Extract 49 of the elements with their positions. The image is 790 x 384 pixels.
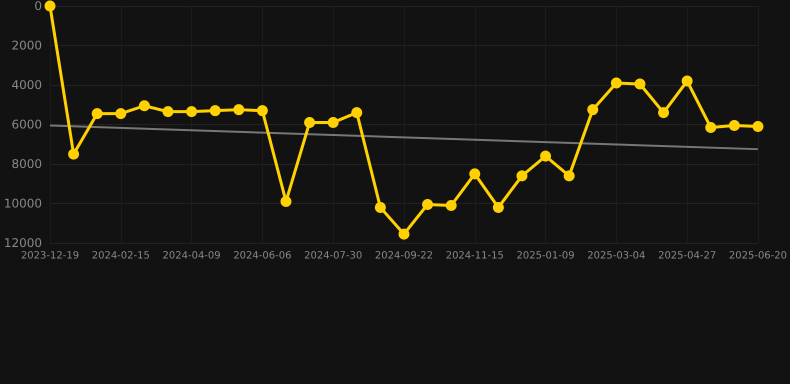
x-tick-label: 2024-11-15 bbox=[446, 250, 504, 262]
point bbox=[564, 170, 575, 182]
x-tick-label: 2024-07-30 bbox=[304, 250, 362, 262]
point bbox=[92, 108, 103, 120]
x-tick-label: 2024-06-06 bbox=[233, 250, 292, 262]
point bbox=[658, 107, 670, 118]
point bbox=[446, 200, 457, 211]
point bbox=[280, 196, 292, 208]
point bbox=[682, 76, 693, 87]
point bbox=[728, 120, 740, 131]
point bbox=[398, 228, 410, 240]
point bbox=[705, 122, 716, 133]
point bbox=[492, 202, 504, 213]
point bbox=[138, 100, 150, 112]
y-tick-label: 10000 bbox=[4, 196, 42, 210]
point bbox=[210, 105, 221, 116]
point bbox=[304, 117, 316, 128]
x-tick-label: 2025-01-09 bbox=[516, 250, 575, 262]
point bbox=[162, 106, 174, 118]
point bbox=[374, 202, 386, 213]
x-tick-label: 2024-02-15 bbox=[92, 250, 150, 262]
y-tick-label: 4000 bbox=[11, 78, 42, 92]
point bbox=[186, 106, 198, 118]
point bbox=[44, 0, 56, 12]
point bbox=[256, 105, 268, 116]
point bbox=[422, 198, 434, 210]
x-tick-label: 2024-04-09 bbox=[162, 250, 221, 262]
x-tick-label: 2025-06-20 bbox=[728, 250, 788, 262]
point bbox=[516, 170, 528, 182]
point bbox=[752, 120, 764, 132]
x-tick-label: 2025-04-27 bbox=[658, 250, 716, 262]
y-tick-label: 8000 bbox=[11, 157, 42, 171]
point bbox=[351, 107, 362, 118]
point bbox=[634, 78, 646, 90]
point bbox=[233, 104, 244, 116]
y-tick-label: 0 bbox=[34, 0, 42, 13]
point bbox=[328, 117, 339, 128]
y-tick-label: 2000 bbox=[11, 38, 42, 52]
point bbox=[587, 104, 598, 116]
point bbox=[68, 148, 80, 160]
point bbox=[115, 108, 126, 120]
point bbox=[610, 78, 622, 89]
point bbox=[469, 168, 480, 180]
x-tick-label: 2024-09-22 bbox=[374, 250, 434, 262]
y-tick-label: 6000 bbox=[11, 118, 42, 132]
x-tick-label: 2023-12-19 bbox=[20, 250, 80, 262]
y-tick-label: 12000 bbox=[4, 236, 42, 250]
point bbox=[540, 150, 552, 162]
x-tick-label: 2025-03-04 bbox=[587, 250, 646, 262]
